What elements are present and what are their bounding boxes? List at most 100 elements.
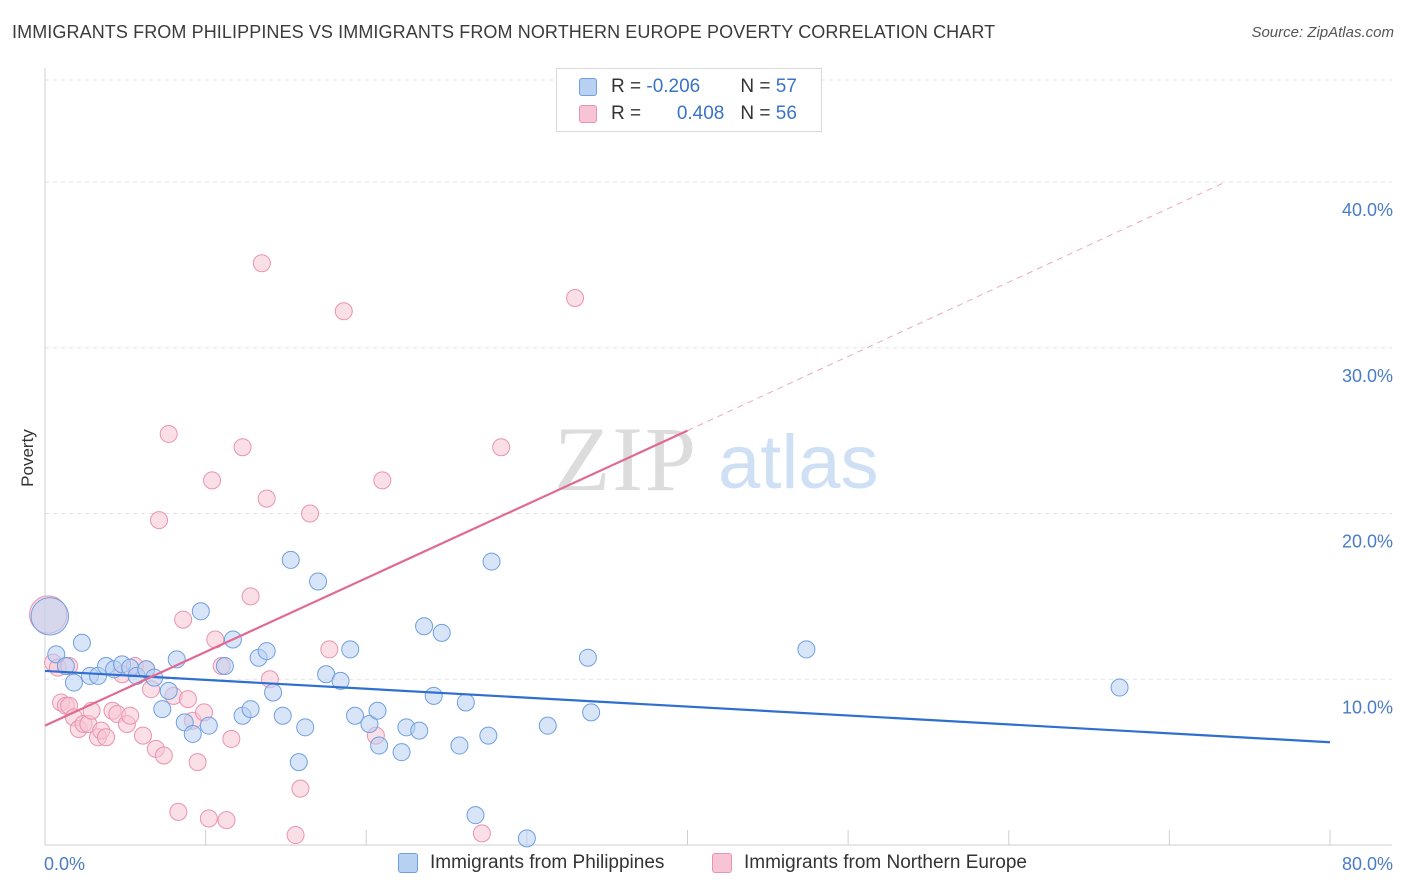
- axis-labels: 10.0% 20.0% 30.0% 40.0% 0.0% 80.0% Poverty: [18, 200, 1393, 874]
- point-philippines: [257, 642, 276, 661]
- legend-n-label: N =: [740, 76, 776, 97]
- point-philippines: [370, 736, 389, 755]
- point-philippines: [281, 550, 300, 569]
- trend-lines: [44, 181, 1331, 744]
- point-philippines: [538, 716, 557, 735]
- source-label: Source: ZipAtlas.com: [1251, 24, 1394, 41]
- point-philippines: [424, 686, 443, 705]
- watermark-atlas: atlas: [718, 420, 879, 505]
- legend-r-value: 0.408: [676, 103, 725, 124]
- point-northern-europe: [257, 489, 276, 508]
- point-northern-europe: [203, 471, 222, 490]
- point-philippines: [346, 706, 365, 725]
- point-northern-europe: [169, 802, 188, 821]
- point-philippines: [241, 700, 260, 719]
- axes: [44, 68, 1392, 846]
- point-philippines: [410, 721, 429, 740]
- point-northern-europe: [301, 504, 320, 523]
- point-philippines: [341, 640, 360, 659]
- point-northern-europe: [154, 746, 173, 765]
- point-northern-europe: [199, 809, 218, 828]
- trend-line-philippines: [44, 669, 1331, 744]
- chart-title: IMMIGRANTS FROM PHILIPPINES VS IMMIGRANT…: [12, 22, 996, 42]
- point-philippines: [64, 673, 83, 692]
- y-tick-label: 40.0%: [1342, 200, 1393, 220]
- point-northern-europe: [217, 811, 236, 830]
- point-northern-europe: [97, 728, 116, 747]
- point-philippines: [159, 681, 178, 700]
- y-tick-label: 20.0%: [1342, 532, 1393, 552]
- point-northern-europe: [133, 726, 152, 745]
- point-philippines: [199, 716, 218, 735]
- point-philippines: [479, 726, 498, 745]
- point-northern-europe: [121, 706, 140, 725]
- point-northern-europe: [150, 511, 169, 530]
- point-philippines: [482, 552, 501, 571]
- point-philippines: [360, 715, 379, 734]
- point-philippines: [215, 656, 234, 675]
- point-philippines: [517, 829, 536, 848]
- point-philippines: [392, 743, 411, 762]
- point-philippines: [797, 640, 816, 659]
- point-philippines: [289, 753, 308, 772]
- legend-row-northern-europe: R = 0.408 N = 56: [579, 101, 797, 127]
- point-northern-europe: [472, 824, 491, 843]
- legend-r-value: -0.206: [646, 76, 701, 97]
- point-philippines: [578, 648, 597, 667]
- legend-swatch-philippines: [579, 78, 597, 96]
- point-northern-europe: [188, 753, 207, 772]
- y-tick-label: 10.0%: [1342, 697, 1393, 717]
- legend-n-value: 57: [775, 76, 797, 97]
- point-philippines: [296, 718, 315, 737]
- x-tick-label: 80.0%: [1342, 854, 1393, 874]
- legend-r-label: R =: [611, 103, 647, 124]
- watermark: ZIP atlas: [554, 408, 879, 510]
- legend-r-label: R =: [611, 76, 647, 97]
- bottom-legend-label-philippines: Immigrants from Philippines: [430, 852, 665, 873]
- point-philippines: [415, 617, 434, 636]
- point-philippines: [30, 597, 70, 636]
- y-tick-label: 30.0%: [1342, 366, 1393, 386]
- legend-n-value: 56: [775, 103, 797, 124]
- point-northern-europe: [566, 289, 585, 308]
- legend-n-label: N =: [740, 103, 776, 124]
- point-philippines: [56, 656, 75, 675]
- point-philippines: [456, 693, 475, 712]
- bottom-legend-label-northern-europe: Immigrants from Northern Europe: [744, 852, 1027, 873]
- point-northern-europe: [373, 471, 392, 490]
- point-northern-europe: [174, 610, 193, 629]
- point-northern-europe: [291, 779, 310, 798]
- point-philippines: [450, 736, 469, 755]
- point-philippines: [466, 806, 485, 825]
- trend-extension-northern-europe: [687, 181, 1226, 432]
- point-northern-europe: [286, 826, 305, 845]
- point-northern-europe: [334, 302, 353, 321]
- point-philippines: [72, 633, 91, 652]
- point-northern-europe: [178, 690, 197, 709]
- legend-swatch-northern-europe: [579, 105, 597, 123]
- point-northern-europe: [492, 438, 511, 457]
- point-philippines: [47, 645, 66, 664]
- series-northern-europe-points: [29, 254, 585, 845]
- bottom-legend-swatch-philippines: [398, 853, 418, 873]
- point-philippines: [331, 671, 350, 690]
- point-philippines: [183, 724, 202, 743]
- bottom-legend-swatch-northern-europe: [712, 853, 732, 873]
- point-northern-europe: [252, 254, 271, 273]
- point-philippines: [1110, 678, 1129, 697]
- y-axis-label: Poverty: [18, 429, 37, 487]
- point-philippines: [273, 706, 292, 725]
- point-philippines: [432, 623, 451, 642]
- point-philippines: [191, 602, 210, 621]
- point-philippines: [264, 683, 283, 702]
- point-northern-europe: [159, 424, 178, 443]
- point-philippines: [368, 701, 387, 720]
- point-philippines: [309, 572, 328, 591]
- point-northern-europe: [241, 587, 260, 606]
- point-northern-europe: [320, 640, 339, 659]
- legend: R = -0.206 N = 57 R = 0.408 N = 56: [556, 68, 822, 132]
- point-philippines: [582, 703, 601, 722]
- x-tick-label: 0.0%: [44, 854, 85, 874]
- bottom-legend-northern-europe: Immigrants from Northern Europe: [712, 852, 1027, 874]
